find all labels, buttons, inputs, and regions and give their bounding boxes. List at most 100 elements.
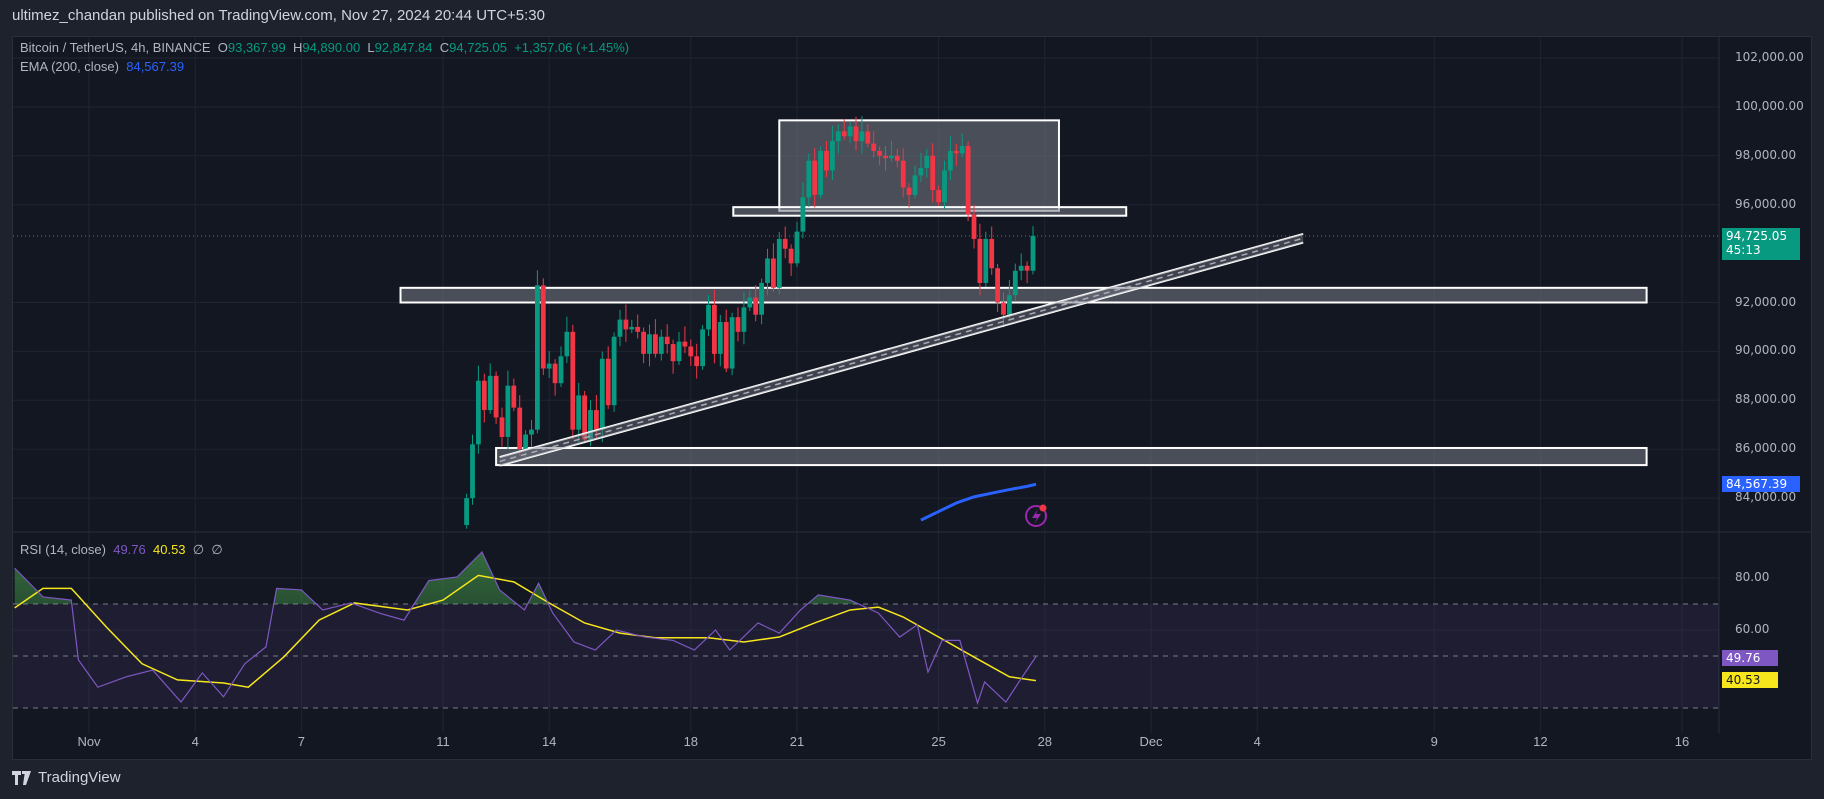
candle-body xyxy=(1018,265,1024,271)
candle xyxy=(712,289,717,364)
candle-body xyxy=(540,285,546,369)
candle-body xyxy=(570,331,576,430)
candle xyxy=(723,309,729,373)
candle xyxy=(688,339,694,366)
channel-edge[interactable] xyxy=(499,232,1304,459)
open-label: O xyxy=(217,40,228,55)
candle-body xyxy=(835,131,841,142)
candle xyxy=(664,324,670,354)
chart-frame[interactable] xyxy=(12,36,1812,760)
candle xyxy=(824,141,829,178)
last-price-value: 94,725.05 xyxy=(1726,229,1788,243)
candle-body xyxy=(747,297,753,308)
candle xyxy=(794,221,800,268)
support-line-zone[interactable] xyxy=(732,206,1128,217)
candle xyxy=(989,226,995,275)
candle xyxy=(859,116,865,154)
candle xyxy=(900,148,906,198)
mid-zone-zone[interactable] xyxy=(399,286,1648,304)
candle-body xyxy=(1001,302,1006,315)
candle-body xyxy=(682,341,688,347)
candle xyxy=(653,319,658,358)
candle xyxy=(977,223,983,296)
candle-body xyxy=(871,143,877,151)
symbol-title[interactable]: Bitcoin / TetherUS, 4h, BINANCE xyxy=(20,40,211,55)
candle xyxy=(540,278,546,376)
high-value: 94,890.00 xyxy=(302,40,361,55)
bar-countdown: 45:13 xyxy=(1726,243,1761,257)
candle xyxy=(812,148,818,208)
candle-body xyxy=(611,336,617,406)
low-zone-zone[interactable] xyxy=(495,446,1648,467)
candle xyxy=(747,290,753,312)
channel-edge[interactable] xyxy=(499,241,1304,467)
candle-body xyxy=(995,268,1000,303)
ema-label: EMA (200, close) xyxy=(20,59,119,74)
candle xyxy=(493,371,499,425)
rsi-legend[interactable]: RSI (14, close) 49.76 40.53 ∅ ∅ xyxy=(20,542,223,558)
candle-body xyxy=(576,395,582,430)
candle-body xyxy=(629,326,635,330)
ema-legend[interactable]: EMA (200, close) 84,567.39 xyxy=(20,59,184,74)
price-axis-label: 92,000.00 xyxy=(1735,294,1797,309)
candle-body xyxy=(735,317,741,332)
low-label: L xyxy=(367,40,375,55)
low-value: 92,847.84 xyxy=(374,40,433,55)
trend-channel[interactable] xyxy=(499,232,1304,467)
candle xyxy=(505,370,511,450)
candle-body xyxy=(529,429,534,435)
time-axis-label: 21 xyxy=(789,734,805,749)
candle xyxy=(771,243,776,292)
time-axis-label: 11 xyxy=(436,734,450,749)
candle xyxy=(906,183,912,208)
price-axis-label: 100,000.00 xyxy=(1735,98,1804,113)
lightning-icon[interactable] xyxy=(1025,504,1047,527)
candle xyxy=(570,324,576,440)
ema-200-line xyxy=(920,482,1037,522)
tradingview-logo[interactable]: TradingView xyxy=(12,769,121,786)
rsi-ma-value: 40.53 xyxy=(153,542,186,557)
time-axis-label: 16 xyxy=(1674,734,1690,749)
time-axis-label: 25 xyxy=(931,734,946,749)
candle xyxy=(558,346,564,387)
ohlc-legend: Bitcoin / TetherUS, 4h, BINANCE O93,367.… xyxy=(20,40,629,55)
candle-body xyxy=(794,231,800,264)
candle xyxy=(511,378,517,412)
candle xyxy=(623,304,629,342)
candle xyxy=(948,135,953,181)
channel-midline[interactable] xyxy=(499,237,1304,463)
candle xyxy=(1018,253,1024,281)
candle xyxy=(800,182,806,239)
rsi-axis-label: 80.00 xyxy=(1735,570,1770,584)
candle-body xyxy=(989,238,995,269)
candle-body xyxy=(476,380,481,445)
candle-body xyxy=(942,170,947,203)
candle-body xyxy=(605,358,611,406)
candle xyxy=(729,312,735,376)
candle xyxy=(889,140,894,162)
candle-body xyxy=(1012,270,1018,296)
candle-body xyxy=(918,168,924,176)
open-value: 93,367.99 xyxy=(227,40,286,55)
candle-body xyxy=(900,160,906,188)
candle-body xyxy=(706,304,711,330)
candle-body xyxy=(623,319,629,330)
candle-body xyxy=(481,380,487,411)
candle-body xyxy=(930,155,936,191)
candle xyxy=(700,324,705,370)
candle xyxy=(936,185,941,206)
close-value: 94,725.05 xyxy=(449,40,507,55)
candle xyxy=(694,343,700,379)
candle xyxy=(788,244,794,276)
time-axis-label: 4 xyxy=(1253,734,1261,749)
candle-body xyxy=(841,131,847,137)
candle-body xyxy=(759,282,764,315)
price-axis-label: 102,000.00 xyxy=(1735,50,1804,64)
candle xyxy=(818,146,823,199)
candle-body xyxy=(658,336,664,354)
candle xyxy=(599,351,605,443)
candle xyxy=(476,365,481,454)
candle-body xyxy=(546,363,552,369)
candle-body xyxy=(712,304,717,354)
